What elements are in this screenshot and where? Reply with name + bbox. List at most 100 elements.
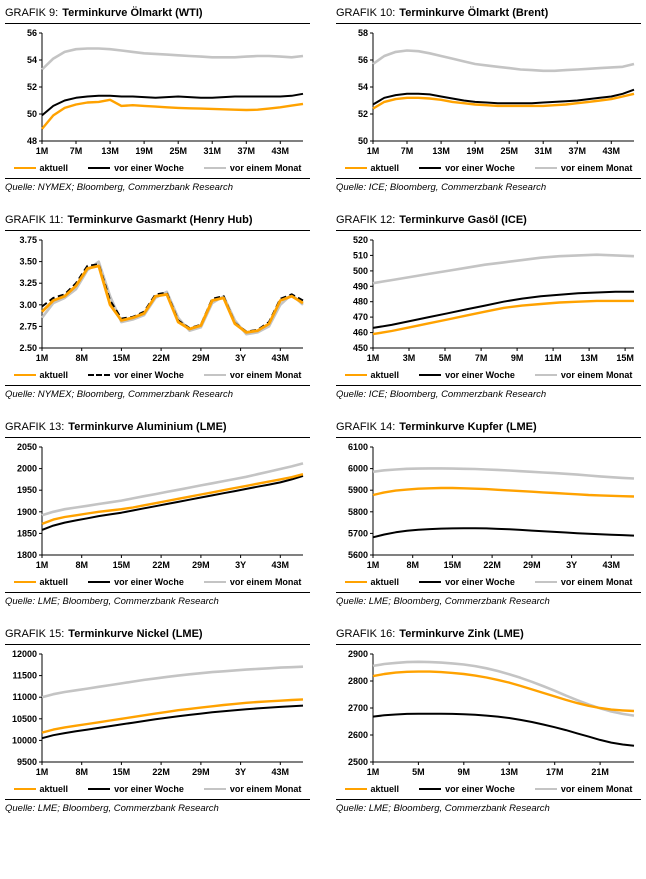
svg-text:2900: 2900 bbox=[348, 649, 368, 659]
legend-line-sample bbox=[534, 788, 557, 790]
svg-text:8M: 8M bbox=[75, 560, 88, 570]
legend-item-aktuell: aktuell bbox=[344, 163, 399, 173]
source-divider bbox=[336, 178, 641, 179]
legend-item-woche: vor einer Woche bbox=[88, 784, 184, 794]
chart-title-prefix: GRAFIK 13: bbox=[5, 421, 65, 433]
svg-text:3Y: 3Y bbox=[566, 560, 577, 570]
svg-text:7M: 7M bbox=[70, 146, 83, 156]
legend-label: vor einem Monat bbox=[560, 577, 633, 587]
svg-text:3Y: 3Y bbox=[235, 767, 246, 777]
legend-label: vor einem Monat bbox=[560, 163, 633, 173]
svg-text:10000: 10000 bbox=[12, 735, 37, 745]
svg-text:15M: 15M bbox=[113, 767, 131, 777]
chart-title-text: Terminkurve Gasmarkt (Henry Hub) bbox=[67, 214, 253, 226]
svg-text:11000: 11000 bbox=[12, 692, 37, 702]
svg-text:3.75: 3.75 bbox=[19, 235, 37, 245]
legend-line-sample bbox=[203, 788, 226, 790]
svg-text:2.50: 2.50 bbox=[19, 343, 37, 353]
chart-title-prefix: GRAFIK 14: bbox=[336, 421, 396, 433]
svg-text:2700: 2700 bbox=[348, 703, 368, 713]
legend-item-aktuell: aktuell bbox=[13, 784, 68, 794]
legend-line-sample bbox=[419, 167, 442, 169]
svg-text:470: 470 bbox=[353, 312, 368, 322]
legend-label: vor einem Monat bbox=[229, 163, 302, 173]
svg-text:5800: 5800 bbox=[348, 507, 368, 517]
legend-line-sample bbox=[203, 374, 226, 376]
svg-text:2800: 2800 bbox=[348, 676, 368, 686]
legend-item-woche: vor einer Woche bbox=[88, 577, 184, 587]
svg-text:15M: 15M bbox=[616, 353, 634, 363]
legend-line-sample bbox=[419, 581, 442, 583]
chart-plot: 5600 5700 5800 5900 6000 6100 1M 8M 15M 22M 29M 3Y 4… bbox=[348, 442, 635, 570]
legend-item-monat: vor einem Monat bbox=[534, 370, 632, 380]
legend-item-woche: vor einer Woche bbox=[419, 577, 515, 587]
chart-title-prefix: GRAFIK 11: bbox=[5, 214, 64, 226]
chart-source: Quelle: ICE; Bloomberg, Commerzbank Rese… bbox=[336, 389, 547, 400]
source-divider bbox=[5, 592, 310, 593]
svg-text:6000: 6000 bbox=[348, 464, 368, 474]
svg-text:22M: 22M bbox=[483, 560, 501, 570]
chart-source: Quelle: LME; Bloomberg, Commerzbank Rese… bbox=[336, 803, 550, 814]
svg-text:22M: 22M bbox=[152, 767, 170, 777]
title-divider bbox=[336, 437, 641, 438]
source-divider bbox=[5, 385, 310, 386]
legend-label: aktuell bbox=[39, 577, 69, 587]
svg-text:1950: 1950 bbox=[17, 485, 37, 495]
chart-source: Quelle: ICE; Bloomberg, Commerzbank Rese… bbox=[336, 182, 547, 193]
svg-text:22M: 22M bbox=[152, 560, 170, 570]
legend-label: vor einer Woche bbox=[445, 163, 515, 173]
svg-text:3.00: 3.00 bbox=[19, 300, 37, 310]
title-divider bbox=[5, 437, 310, 438]
svg-text:9M: 9M bbox=[458, 767, 471, 777]
svg-text:5700: 5700 bbox=[348, 528, 368, 538]
title-divider bbox=[5, 644, 310, 645]
chart-block-grafik-13: GRAFIK 13: Terminkurve Aluminium (LME) 18… bbox=[5, 419, 310, 608]
legend-label: aktuell bbox=[370, 577, 400, 587]
svg-text:56: 56 bbox=[27, 28, 37, 38]
svg-text:56: 56 bbox=[358, 55, 368, 65]
legend-line-sample bbox=[534, 374, 557, 376]
legend-line-sample bbox=[13, 167, 36, 169]
svg-text:29M: 29M bbox=[192, 353, 210, 363]
chart-source: Quelle: NYMEX; Bloomberg, Commerzbank Re… bbox=[5, 389, 234, 400]
legend-item-woche: vor einer Woche bbox=[419, 784, 515, 794]
svg-text:1M: 1M bbox=[367, 146, 380, 156]
source-divider bbox=[336, 799, 641, 800]
svg-text:5M: 5M bbox=[412, 767, 425, 777]
svg-text:1M: 1M bbox=[36, 146, 49, 156]
legend-item-monat: vor einem Monat bbox=[203, 784, 301, 794]
chart-title-prefix: GRAFIK 10: bbox=[336, 7, 396, 19]
chart-block-grafik-16: GRAFIK 16: Terminkurve Zink (LME) 2500 260… bbox=[336, 626, 641, 815]
chart-title-prefix: GRAFIK 15: bbox=[5, 628, 65, 640]
source-divider bbox=[5, 799, 310, 800]
legend-label: vor einer Woche bbox=[445, 784, 515, 794]
svg-text:450: 450 bbox=[353, 343, 368, 353]
chart-legend: aktuell vor einer Woche vor einem Monat bbox=[5, 367, 310, 383]
legend-item-monat: vor einem Monat bbox=[203, 163, 302, 173]
svg-text:1800: 1800 bbox=[17, 550, 37, 560]
chart-block-grafik-12: GRAFIK 12: Terminkurve Gasöl (ICE) 450 460… bbox=[336, 212, 641, 401]
svg-text:5900: 5900 bbox=[348, 485, 368, 495]
legend-label: vor einer Woche bbox=[114, 163, 184, 173]
chart-title-text: Terminkurve Kupfer (LME) bbox=[399, 421, 537, 433]
chart-title-prefix: GRAFIK 9: bbox=[5, 7, 59, 19]
chart-title: GRAFIK 14: Terminkurve Kupfer (LME) bbox=[336, 419, 641, 436]
chart-title: GRAFIK 9: Terminkurve Ölmarkt (WTI) bbox=[5, 5, 310, 22]
chart-title: GRAFIK 12: Terminkurve Gasöl (ICE) bbox=[336, 212, 641, 229]
svg-text:11500: 11500 bbox=[12, 671, 37, 681]
svg-text:15M: 15M bbox=[113, 353, 131, 363]
legend-line-sample bbox=[419, 788, 442, 790]
chart-plot: 450 460 470 480 490 500 510 520 1M 3M 5M 7M 9M 11M 13M… bbox=[353, 235, 635, 363]
svg-text:3Y: 3Y bbox=[235, 560, 246, 570]
svg-text:58: 58 bbox=[358, 28, 368, 38]
legend-line-sample bbox=[88, 788, 111, 790]
svg-text:31M: 31M bbox=[203, 146, 221, 156]
legend-item-aktuell: aktuell bbox=[13, 577, 69, 587]
legend-line-sample bbox=[203, 581, 226, 583]
legend-line-sample bbox=[344, 581, 367, 583]
svg-text:6100: 6100 bbox=[348, 442, 368, 452]
svg-text:1850: 1850 bbox=[17, 528, 37, 538]
chart-title: GRAFIK 15: Terminkurve Nickel (LME) bbox=[5, 626, 310, 643]
svg-text:2000: 2000 bbox=[17, 464, 37, 474]
legend-line-sample bbox=[88, 167, 111, 169]
